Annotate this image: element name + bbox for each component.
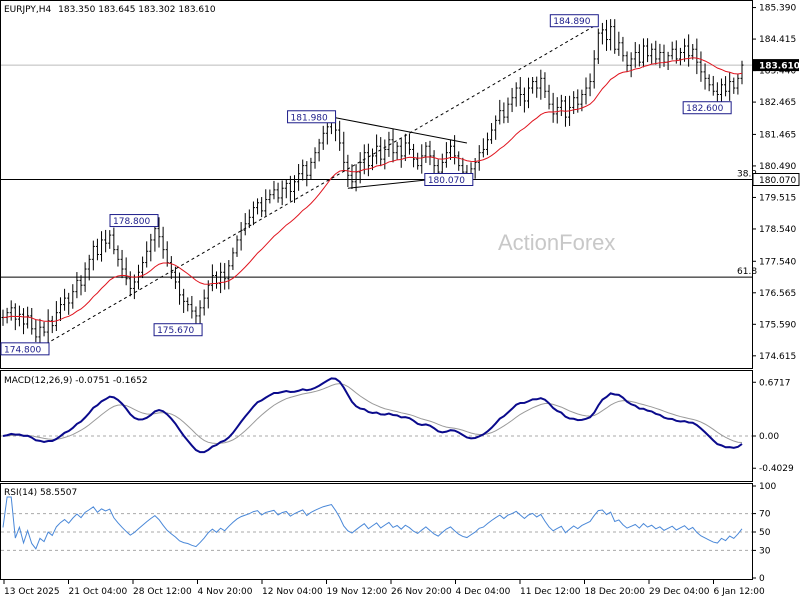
- price-axis-label: 185.390: [759, 4, 796, 14]
- time-axis-label: 29 Dec 04:00: [649, 587, 710, 597]
- annotation-label: 184.890: [553, 17, 590, 27]
- time-axis-label: 4 Nov 20:00: [198, 587, 253, 597]
- annotation-box: [153, 323, 203, 337]
- price-annotation: 184.890: [549, 14, 599, 28]
- price-axis-label: 181.465: [759, 130, 796, 140]
- macd-main-line: [2, 377, 743, 454]
- annotation-label: 181.980: [291, 113, 328, 123]
- annotation-box: [682, 101, 732, 115]
- price-annotation: 182.600: [682, 101, 732, 115]
- annotation-box: [109, 214, 159, 228]
- price-axis-label: 183.440: [759, 67, 796, 77]
- price-axis-label: 177.540: [759, 257, 796, 267]
- moving-average-line: [2, 57, 743, 323]
- current-price-tag: [753, 59, 799, 72]
- price-axis-label: 182.465: [759, 98, 796, 108]
- ohlc-label: 183.350 183.645 183.302 183.610: [58, 5, 216, 15]
- level-price-tag: [752, 173, 800, 187]
- price-annotation: 180.070: [424, 173, 474, 187]
- macd-panel-frame: [0, 370, 753, 482]
- time-axis-label: 12 Nov 04:00: [262, 587, 323, 597]
- triangle-trendline: [335, 117, 468, 144]
- rsi-axis-label: 100: [759, 482, 776, 492]
- time-axis-label: 28 Oct 12:00: [133, 587, 192, 597]
- watermark: ActionForex: [498, 230, 615, 255]
- rsi-layer: [1, 496, 752, 551]
- annotation-box: [549, 14, 599, 28]
- axis-layer: 185.390 184.415 183.440 182.465 181.465 180.4…: [3, 4, 800, 597]
- price-axis-label: 180.490: [759, 162, 796, 172]
- price-axis-label: 176.565: [759, 289, 796, 299]
- rsi-axis-label: 50: [759, 528, 771, 538]
- current-price-label: 183.610: [759, 62, 800, 72]
- rsi-title: RSI(14) 58.5507: [4, 488, 77, 498]
- rsi-axis-label: 30: [759, 546, 771, 556]
- annotation-label: 182.600: [686, 104, 723, 114]
- rsi-line: [2, 496, 743, 550]
- level-price-label: 180.070: [759, 176, 796, 186]
- time-axis-label: 26 Nov 20:00: [391, 587, 452, 597]
- time-axis-label: 21 Oct 04:00: [69, 587, 128, 597]
- annotation-box: [287, 110, 337, 124]
- chart-title: EURJPY,H4 183.350 183.645 183.302 183.61…: [4, 5, 216, 15]
- price-axis-label: 174.615: [759, 352, 796, 362]
- time-axis-label: 11 Dec 12:00: [520, 587, 581, 597]
- macd-axis-label: 0.00: [759, 432, 779, 442]
- price-annotation: 178.800: [109, 214, 159, 228]
- fib-level-label: 61.8: [737, 267, 757, 277]
- price-axis-label: 175.590: [759, 320, 796, 330]
- annotation-label: 174.800: [4, 345, 41, 355]
- time-axis-label: 13 Oct 2025: [4, 587, 60, 597]
- price-layer: 38.2 61.8 174.800 178.800 175.670 181.980 180.…: [0, 14, 757, 356]
- macd-title: MACD(12,26,9) -0.0751 -0.1652: [4, 376, 148, 386]
- fib-level-label: 38.2: [737, 170, 757, 180]
- annotation-label: 175.670: [157, 326, 194, 336]
- time-axis-label: 4 Dec 04:00: [456, 587, 511, 597]
- price-annotation: 181.980: [287, 110, 337, 124]
- price-axis-label: 179.515: [759, 193, 796, 203]
- price-annotation: 175.670: [153, 323, 203, 337]
- macd-axis-label: 0.6717: [759, 378, 791, 388]
- macd-signal-line: [2, 383, 743, 445]
- macd-layer: [1, 377, 752, 454]
- symbol-label: EURJPY,H4: [4, 5, 52, 15]
- annotation-label: 180.070: [428, 176, 465, 186]
- dashed-trendline: [35, 23, 599, 351]
- price-annotation: 174.800: [0, 342, 50, 356]
- time-axis-label: 19 Nov 12:00: [327, 587, 388, 597]
- annotation-box: [424, 173, 474, 187]
- macd-axis-label: -0.4029: [759, 464, 794, 474]
- annotation-label: 178.800: [113, 217, 150, 227]
- price-axis-label: 178.540: [759, 225, 796, 235]
- rsi-axis-label: 0: [759, 574, 765, 584]
- annotation-box: [0, 342, 50, 356]
- price-axis-label: 184.415: [759, 35, 796, 45]
- time-axis-label: 18 Dec 20:00: [585, 587, 646, 597]
- rsi-axis-label: 70: [759, 510, 771, 520]
- time-axis-label: 6 Jan 12:00: [714, 587, 766, 597]
